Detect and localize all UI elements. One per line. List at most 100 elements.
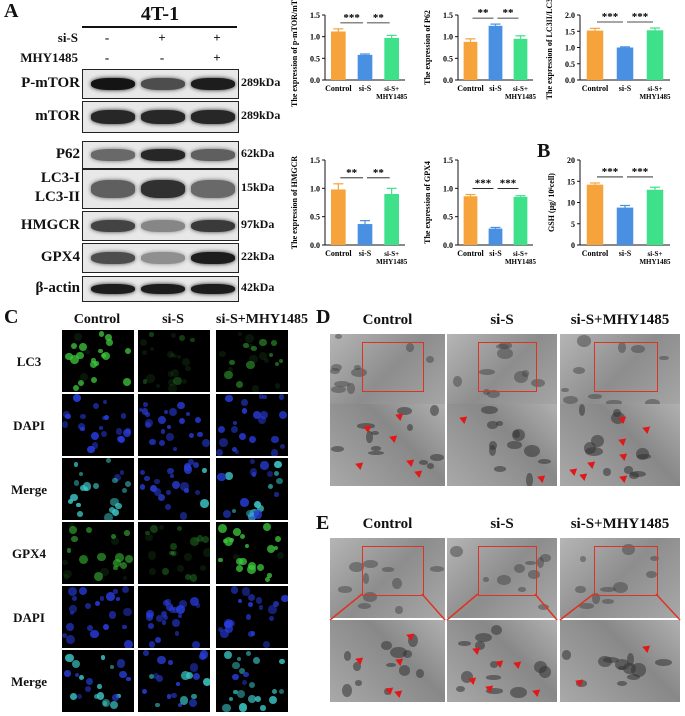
organelle [630, 345, 645, 354]
organelle [474, 640, 486, 650]
organelle [649, 556, 660, 562]
organelle [537, 459, 552, 465]
blot-strip [82, 211, 239, 241]
organelle [495, 420, 503, 427]
cell-spot [278, 394, 285, 400]
organelle [622, 543, 635, 556]
organelle [384, 688, 391, 696]
organelle [405, 342, 415, 352]
organelle [624, 466, 633, 474]
molecular-weight: 289kDa [241, 75, 281, 89]
cell-spot [73, 394, 82, 403]
organelle [491, 624, 502, 635]
cell-spot [149, 568, 157, 576]
cell-spot [169, 606, 176, 613]
organelle [578, 404, 586, 416]
cell-spot [224, 650, 233, 659]
organelle [575, 680, 588, 687]
cell-spot [241, 407, 248, 414]
organelle [425, 355, 435, 364]
cell-spot [245, 614, 252, 620]
blot-band [191, 251, 235, 265]
cell-spot [69, 354, 79, 364]
cell-spot [122, 487, 128, 493]
cell-spot [257, 416, 267, 425]
cell-spot [191, 693, 197, 699]
cell-spot [179, 334, 186, 341]
cell-spot [180, 512, 188, 520]
cell-spot [102, 701, 108, 706]
cell-spot [85, 349, 90, 354]
y-tick-label: 1.5 [443, 156, 453, 165]
cell-spot [78, 555, 88, 565]
cell-spot [155, 636, 162, 643]
cell-spot [157, 415, 167, 425]
em-image-overview [560, 334, 680, 414]
cell-spot [169, 550, 174, 556]
cell-spot [202, 467, 207, 473]
cell-spot [224, 370, 233, 380]
cell-spot [80, 413, 86, 420]
connector-line [559, 593, 595, 621]
red-arrow-marker [457, 413, 467, 424]
band-label: LC3-I LC3-II [34, 170, 80, 205]
em-image-zoom [330, 404, 445, 486]
cell-spot [236, 657, 242, 662]
cell-spot [171, 692, 177, 699]
cell-spot [232, 420, 238, 425]
cell-spot [242, 680, 248, 685]
cell-spot [97, 684, 102, 689]
cell-spot [231, 586, 239, 594]
organelle [347, 382, 355, 395]
cell-spot [271, 435, 279, 444]
y-tick-label: 0.5 [443, 54, 453, 63]
em-image-zoom [330, 620, 445, 702]
band-label: mTOR [35, 108, 80, 124]
treatment-mark: + [158, 30, 166, 45]
organelle [381, 640, 393, 650]
cell-spot [76, 502, 81, 508]
cell-spot [62, 421, 69, 428]
cell-spot [90, 431, 100, 441]
band-label: HMGCR [20, 217, 80, 233]
organelle [460, 670, 474, 683]
cell-spot [73, 480, 80, 486]
red-arrow-marker [577, 471, 587, 482]
cell-spot [157, 493, 166, 502]
cell-spot [123, 639, 133, 648]
organelle [512, 430, 521, 438]
organelle [531, 378, 546, 388]
cell-spot [274, 492, 279, 497]
organelle [626, 653, 634, 666]
cell-spot [246, 509, 254, 518]
cell-spot [228, 537, 234, 543]
molecular-weight: 289kDa [241, 108, 281, 122]
significance-label: ** [346, 167, 358, 179]
cell-spot [144, 419, 153, 428]
cell-spot [274, 535, 281, 543]
cell-spot [63, 574, 70, 580]
cell-spot [269, 696, 278, 705]
organelle [617, 680, 627, 686]
cell-spot [109, 497, 119, 507]
y-axis-label: GSH (μg/ 10⁶cell) [547, 173, 556, 232]
em-image-zoom [560, 620, 680, 702]
cell-spot [141, 408, 149, 415]
organelle [618, 342, 626, 353]
cell-spot [239, 557, 247, 566]
y-tick-label: 1.5 [310, 11, 320, 20]
cell-spot [111, 508, 120, 517]
organelle [354, 364, 362, 371]
blot-strip [82, 141, 239, 169]
blot-strip [82, 243, 239, 273]
significance-label: ** [373, 12, 385, 24]
cell-spot [241, 399, 248, 406]
y-tick-label: 5 [571, 220, 575, 229]
cell-spot [230, 425, 238, 433]
fluor-row-label: GPX4 [12, 546, 46, 561]
cell-spot [260, 461, 269, 470]
cell-spot [196, 535, 204, 542]
blot-band [91, 251, 135, 265]
cell-spot [79, 343, 88, 351]
cell-spot [104, 512, 113, 520]
